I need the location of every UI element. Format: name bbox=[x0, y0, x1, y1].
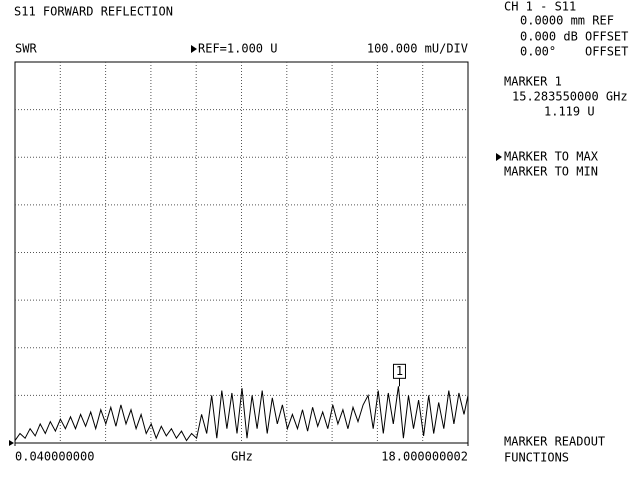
softkey[interactable]: FUNCTIONS bbox=[504, 451, 569, 465]
marker-title: MARKER 1 bbox=[504, 75, 562, 89]
marker bbox=[392, 363, 406, 379]
ref-position-arrow bbox=[9, 440, 14, 446]
marker-value: 1.119 U bbox=[544, 105, 595, 119]
reference-label: REF=1.000 U bbox=[198, 42, 277, 56]
trace bbox=[14, 386, 469, 442]
x-tick-label: 18.000000002 bbox=[381, 450, 468, 464]
panel-line: 0.00° OFFSET bbox=[520, 45, 628, 59]
softkey[interactable]: MARKER READOUT bbox=[504, 435, 605, 449]
softkey[interactable]: MARKER TO MAX bbox=[504, 150, 599, 164]
softkey[interactable]: MARKER TO MIN bbox=[504, 165, 598, 179]
softkey-pointer bbox=[496, 153, 502, 161]
chart-title: S11 FORWARD REFLECTION bbox=[14, 5, 173, 19]
marker-frequency: 15.283550000 GHz bbox=[512, 90, 628, 104]
y-axis-label: SWR bbox=[15, 42, 37, 56]
x-axis-label: GHz bbox=[231, 450, 253, 464]
marker-label: 1 bbox=[396, 364, 403, 378]
panel-line: 0.0000 mm REF bbox=[520, 14, 614, 28]
channel: CH 1 - S11 bbox=[504, 0, 576, 14]
panel-line: 0.000 dB OFFSET bbox=[520, 30, 628, 44]
ref-arrow bbox=[191, 45, 197, 53]
scale-label: 100.000 mU/DIV bbox=[367, 42, 468, 56]
x-tick-label: 0.040000000 bbox=[15, 450, 94, 464]
